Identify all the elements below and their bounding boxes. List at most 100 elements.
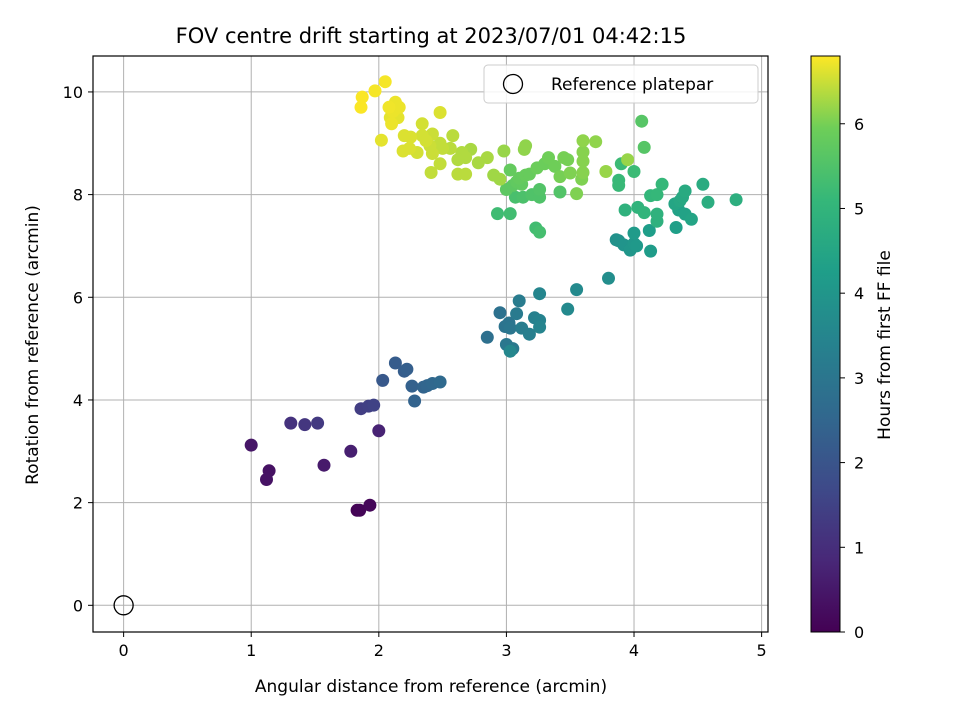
data-point	[424, 166, 438, 179]
legend: Reference platepar	[483, 64, 759, 104]
data-point	[522, 327, 536, 341]
data-point	[372, 424, 386, 438]
data-point	[627, 226, 641, 240]
data-point	[533, 225, 547, 239]
data-point	[400, 362, 414, 376]
data-point	[519, 139, 533, 153]
data-point	[576, 134, 590, 148]
reference-platepar-marker	[113, 595, 134, 616]
data-point	[355, 90, 369, 104]
data-point	[503, 344, 517, 358]
data-point	[561, 153, 575, 167]
data-point	[612, 178, 626, 192]
x-tick-label: 1	[246, 641, 256, 660]
data-point	[344, 444, 358, 458]
data-point	[637, 140, 651, 154]
y-axis-label: Rotation from reference (arcmin)	[23, 205, 43, 485]
data-point	[405, 379, 419, 393]
data-point	[533, 320, 547, 334]
data-point	[388, 356, 402, 370]
data-point	[729, 193, 743, 207]
data-point	[433, 106, 447, 119]
data-point	[678, 184, 692, 198]
plot-area-frame	[92, 55, 769, 633]
grid-lines	[93, 56, 768, 632]
data-point	[655, 177, 669, 191]
data-point	[561, 302, 575, 316]
x-tick-label: 4	[629, 641, 639, 660]
data-point	[553, 185, 567, 199]
colorbar-tick-label: 1	[854, 538, 864, 557]
data-point	[599, 165, 613, 178]
data-point	[459, 167, 473, 181]
data-point	[397, 129, 411, 143]
data-point	[382, 100, 396, 114]
data-point	[630, 239, 644, 253]
data-point	[510, 307, 524, 321]
data-point	[497, 144, 511, 158]
data-point	[480, 330, 494, 344]
data-point	[354, 100, 368, 114]
data-point	[553, 170, 567, 184]
data-point	[402, 141, 416, 155]
data-point	[493, 172, 507, 186]
data-point	[637, 206, 651, 220]
data-point	[260, 473, 273, 486]
data-point	[446, 129, 460, 143]
data-point	[635, 114, 649, 128]
data-point	[433, 375, 447, 389]
data-point	[471, 156, 485, 170]
data-point	[533, 287, 547, 301]
y-tick-label: 6	[73, 288, 83, 307]
data-point	[548, 159, 562, 173]
data-point	[503, 163, 517, 177]
y-tick-label: 10	[63, 83, 83, 102]
data-point	[378, 75, 392, 89]
data-point	[491, 207, 504, 221]
data-point	[644, 244, 658, 258]
data-point	[621, 153, 635, 167]
data-point	[284, 416, 298, 430]
data-point	[576, 166, 590, 179]
y-tick-label: 8	[73, 186, 83, 205]
colorbar-tick-label: 3	[854, 369, 864, 388]
data-point	[385, 117, 399, 131]
data-point	[576, 145, 590, 159]
colorbar-tick-label: 4	[854, 284, 864, 303]
colorbar: 0 1 2 3 4 5 6 Hours from first FF file	[810, 55, 895, 642]
data-point	[244, 438, 258, 452]
data-point	[701, 195, 715, 209]
data-point	[376, 373, 390, 387]
data-point	[533, 183, 547, 196]
data-point	[493, 306, 507, 320]
data-point	[363, 498, 377, 512]
data-point	[627, 165, 641, 178]
colorbar-tick-label: 2	[854, 454, 864, 473]
x-axis-ticks: 0 1 2 3 4 5	[119, 632, 767, 660]
data-point	[368, 84, 382, 98]
legend-entry-reference-platepar: Reference platepar	[551, 75, 713, 95]
data-point	[298, 418, 312, 432]
data-point	[512, 294, 526, 308]
colorbar-gradient	[810, 55, 841, 633]
data-point	[503, 321, 517, 335]
data-point	[503, 207, 517, 221]
data-points	[244, 75, 743, 517]
data-point	[563, 166, 577, 180]
colorbar-label: Hours from first FF file	[875, 250, 895, 440]
data-point	[570, 187, 584, 201]
legend-marker	[502, 73, 524, 95]
colorbar-ticks: 0 1 2 3 4 5 6	[840, 115, 864, 642]
data-point	[317, 458, 331, 472]
y-tick-label: 0	[73, 596, 83, 615]
x-tick-label: 2	[374, 641, 384, 660]
x-tick-label: 0	[119, 641, 129, 660]
y-axis-ticks: 0 2 4 6 8 10	[63, 83, 93, 615]
data-point	[696, 177, 710, 191]
data-point	[415, 117, 429, 131]
colorbar-tick-label: 5	[854, 199, 864, 218]
x-tick-label: 3	[501, 641, 511, 660]
chart-title: FOV centre drift starting at 2023/07/01 …	[176, 24, 687, 48]
data-point	[618, 203, 632, 217]
